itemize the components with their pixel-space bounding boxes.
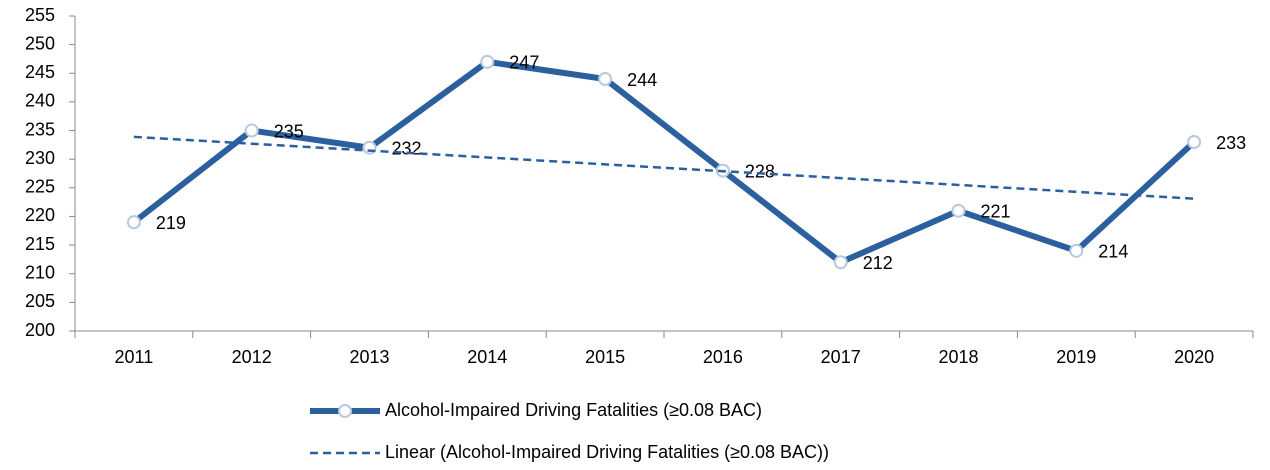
y-tick-label: 250 (25, 33, 55, 53)
data-label: 247 (509, 53, 539, 73)
legend-label: Alcohol-Impaired Driving Fatalities (≥0.… (385, 400, 762, 420)
y-tick-label: 215 (25, 234, 55, 254)
data-label: 221 (981, 201, 1011, 221)
legend-label: Linear (Alcohol-Impaired Driving Fatalit… (385, 442, 829, 462)
y-tick-label: 235 (25, 119, 55, 139)
data-label: 212 (863, 253, 893, 273)
x-tick-label: 2020 (1174, 347, 1214, 367)
x-tick-label: 2017 (821, 347, 861, 367)
point-marker (480, 54, 495, 69)
y-tick-label: 245 (25, 62, 55, 82)
data-label: 228 (745, 161, 775, 181)
y-tick-label: 210 (25, 262, 55, 282)
data-label: 233 (1216, 133, 1246, 153)
y-tick-label: 220 (25, 205, 55, 225)
y-tick-label: 205 (25, 291, 55, 311)
data-label: 235 (274, 121, 304, 141)
point-marker (1069, 243, 1084, 258)
data-label: 219 (156, 213, 186, 233)
x-tick-label: 2016 (703, 347, 743, 367)
x-tick-label: 2018 (938, 347, 978, 367)
y-tick-label: 230 (25, 148, 55, 168)
trend-line (133, 135, 1195, 200)
y-tick-label: 225 (25, 177, 55, 197)
data-label: 232 (392, 138, 422, 158)
series-line (132, 58, 1197, 266)
y-tick-label: 255 (25, 5, 55, 25)
x-tick-label: 2015 (585, 347, 625, 367)
x-tick-label: 2011 (115, 347, 154, 367)
point-marker (598, 72, 613, 86)
data-label: 244 (627, 70, 657, 90)
y-tick-label: 240 (25, 91, 55, 111)
x-tick-label: 2019 (1056, 347, 1096, 367)
x-tick-label: 2014 (467, 347, 507, 367)
y-tick-label: 200 (25, 320, 55, 340)
data-label: 214 (1098, 242, 1128, 262)
point-marker (244, 123, 259, 138)
legend-marker (338, 404, 352, 418)
point-marker (833, 255, 848, 270)
x-tick-label: 2013 (349, 347, 389, 367)
x-tick-label: 2012 (232, 347, 272, 367)
point-marker (951, 203, 966, 218)
point-marker (1187, 135, 1202, 149)
point-marker (126, 215, 141, 230)
